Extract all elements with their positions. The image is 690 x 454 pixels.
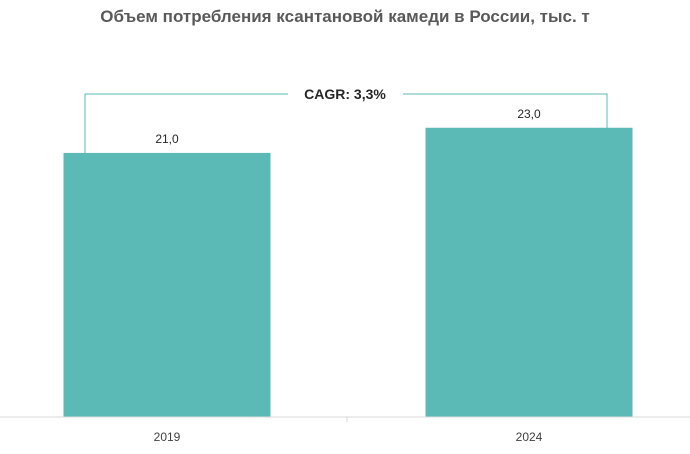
chart-title: Объем потребления ксантановой камеди в Р…: [100, 7, 589, 26]
data-label-2024: 23,0: [517, 107, 541, 121]
bar-2024: [425, 127, 633, 418]
cagr-annotation: CAGR: 3,3%: [84, 86, 611, 263]
data-label-2019: 21,0: [155, 132, 179, 146]
cagr-connector-left: [84, 93, 288, 263]
x-tick-label-2019: 2019: [154, 430, 181, 444]
bar-2019: [63, 152, 271, 417]
cagr-label: CAGR: 3,3%: [304, 86, 386, 102]
bars-layer: 21,0 23,0: [63, 107, 633, 418]
x-tick-labels: 2019 2024: [154, 430, 543, 444]
x-tick-label-2024: 2024: [516, 430, 543, 444]
cagr-connector-right: [403, 93, 611, 154]
